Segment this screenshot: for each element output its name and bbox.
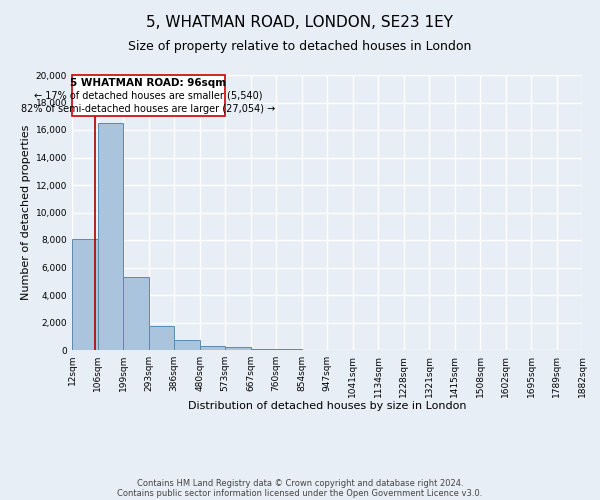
Text: 5 WHATMAN ROAD: 96sqm: 5 WHATMAN ROAD: 96sqm <box>70 78 227 88</box>
Text: Contains public sector information licensed under the Open Government Licence v3: Contains public sector information licen… <box>118 488 482 498</box>
Text: ← 17% of detached houses are smaller (5,540): ← 17% of detached houses are smaller (5,… <box>34 90 263 101</box>
X-axis label: Distribution of detached houses by size in London: Distribution of detached houses by size … <box>188 401 466 411</box>
Bar <box>251 348 276 350</box>
Bar <box>149 326 174 350</box>
Text: Contains HM Land Registry data © Crown copyright and database right 2024.: Contains HM Land Registry data © Crown c… <box>137 478 463 488</box>
Bar <box>200 346 225 350</box>
Bar <box>174 340 200 350</box>
Bar <box>98 123 123 350</box>
Bar <box>276 348 302 350</box>
Y-axis label: Number of detached properties: Number of detached properties <box>22 125 31 300</box>
FancyBboxPatch shape <box>72 75 225 116</box>
Text: 82% of semi-detached houses are larger (27,054) →: 82% of semi-detached houses are larger (… <box>22 104 275 115</box>
Bar <box>225 348 251 350</box>
Bar <box>72 238 98 350</box>
Text: 5, WHATMAN ROAD, LONDON, SE23 1EY: 5, WHATMAN ROAD, LONDON, SE23 1EY <box>146 15 454 30</box>
Bar <box>123 277 149 350</box>
Text: Size of property relative to detached houses in London: Size of property relative to detached ho… <box>128 40 472 53</box>
